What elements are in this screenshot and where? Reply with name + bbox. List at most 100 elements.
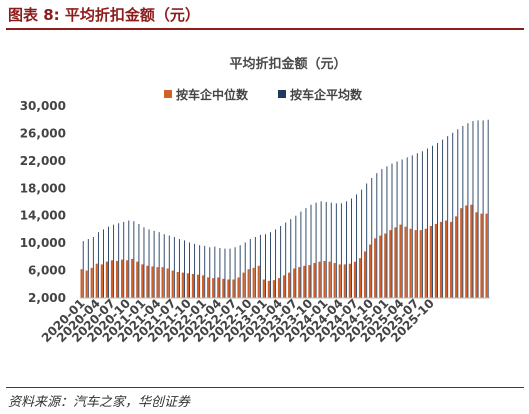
mean-bar <box>189 242 190 298</box>
mean-bar <box>219 247 221 298</box>
legend-label-mean: 按车企平均数 <box>290 87 363 102</box>
median-bar <box>85 270 88 298</box>
median-bar <box>303 265 306 298</box>
mean-bar <box>133 221 135 298</box>
median-bar <box>156 267 159 298</box>
median-bar <box>257 265 260 298</box>
median-bar <box>369 244 372 298</box>
mean-bar <box>173 236 175 298</box>
mean-bar <box>487 119 489 299</box>
mean-bar <box>356 194 358 298</box>
median-bar <box>282 275 286 298</box>
median-bar <box>323 260 326 298</box>
y-tick-label: 18,000 <box>20 181 66 195</box>
mean-bar <box>204 245 206 298</box>
median-bar <box>389 230 392 298</box>
mean-bar <box>406 157 408 298</box>
mean-bar <box>128 220 130 298</box>
legend-swatch-mean <box>278 90 286 98</box>
mean-bar <box>371 178 373 298</box>
median-bar <box>186 273 189 298</box>
mean-bar <box>437 143 438 298</box>
mean-bar <box>426 148 428 298</box>
median-bar <box>394 227 397 298</box>
mean-bar <box>163 234 165 298</box>
median-bar <box>105 261 109 298</box>
mean-bar <box>416 153 418 298</box>
mean-bar <box>447 136 449 298</box>
mean-bar <box>361 189 363 298</box>
mean-bar <box>270 232 271 298</box>
mean-bar <box>168 235 170 298</box>
legend: 按车企中位数 按车企平均数 <box>164 87 363 102</box>
mean-series <box>82 119 489 299</box>
mean-bar <box>325 202 327 298</box>
median-bar <box>450 221 453 298</box>
figure-title: 图表 8: 平均折扣金额（元） <box>8 6 200 24</box>
mean-bar <box>386 166 388 298</box>
mean-bar <box>123 221 125 298</box>
mean-bar <box>184 240 185 298</box>
mean-bar <box>143 227 145 298</box>
median-bar <box>242 272 245 298</box>
chart-title: 平均折扣金额（元） <box>229 56 346 72</box>
mean-bar <box>285 222 287 298</box>
mean-bar <box>178 239 180 298</box>
median-bar <box>171 270 174 298</box>
mean-bar <box>300 211 302 298</box>
median-bar <box>409 228 412 298</box>
mean-bar <box>113 224 115 298</box>
median-bar <box>146 265 149 298</box>
median-bar <box>90 267 93 298</box>
median-bar <box>181 272 184 298</box>
mean-bar <box>234 247 236 298</box>
mean-bar <box>259 234 261 298</box>
mean-bar <box>153 230 155 298</box>
median-bar <box>272 280 276 298</box>
mean-bar <box>482 120 484 299</box>
median-bar <box>201 275 205 298</box>
median-bar <box>121 259 124 298</box>
median-bar <box>363 251 367 298</box>
mean-bar <box>118 223 120 298</box>
mean-bar <box>366 183 368 298</box>
median-bar <box>293 268 296 298</box>
median-bar <box>313 263 316 298</box>
median-bar <box>100 264 103 298</box>
mean-bar <box>472 121 474 298</box>
mean-bar <box>330 202 332 298</box>
mean-bar <box>239 245 241 298</box>
median-bar <box>439 221 443 298</box>
mean-bar <box>457 129 459 298</box>
y-tick-label: 14,000 <box>20 209 66 223</box>
median-bar <box>196 274 200 298</box>
median-bar <box>353 261 357 298</box>
median-bar <box>384 233 387 298</box>
mean-bar <box>214 246 216 298</box>
mean-bar <box>345 201 347 298</box>
median-bar <box>460 208 463 298</box>
median-series <box>80 204 488 298</box>
median-bar <box>328 261 331 298</box>
mean-bar <box>87 239 89 298</box>
source-note: 资料来源：汽车之家，华创证券 <box>8 395 191 410</box>
median-bar <box>288 272 291 298</box>
y-tick-label: 10,000 <box>20 236 66 250</box>
mean-bar <box>244 242 246 298</box>
median-bar <box>358 258 362 298</box>
median-bar <box>141 264 144 298</box>
mean-bar <box>194 243 196 298</box>
median-bar <box>414 230 417 298</box>
median-bar <box>419 230 422 298</box>
mean-bar <box>315 202 317 298</box>
mean-bar <box>452 132 454 298</box>
mean-bar <box>108 226 109 298</box>
mean-bar <box>381 169 383 298</box>
median-bar <box>110 260 114 298</box>
median-bar <box>136 261 139 298</box>
median-bar <box>222 278 225 298</box>
median-bar <box>429 226 432 298</box>
y-tick-label: 22,000 <box>20 154 66 168</box>
median-bar <box>404 226 407 298</box>
median-bar <box>480 213 483 298</box>
